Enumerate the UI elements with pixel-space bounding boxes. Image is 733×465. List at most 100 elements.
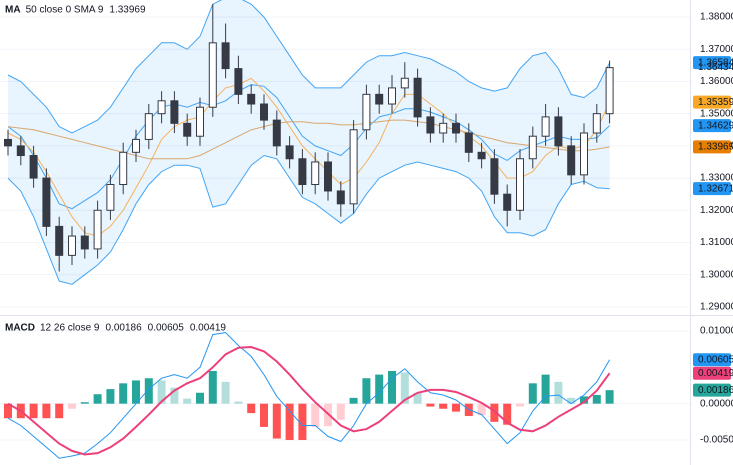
indicator-line [7,345,611,456]
y-tick-label: 1.37000 [700,44,733,55]
price-badge-label: 0.00419 [698,368,733,379]
indicator-line [7,77,611,237]
indicator-line [7,331,611,459]
price-badge-label: 1.36584 [698,57,733,68]
candle-body [196,106,204,137]
histogram-bar [298,403,307,441]
indicator-line [7,119,610,160]
y-tick-label: 1.33000 [700,173,733,184]
legend-value: 0.00605 [148,323,185,334]
candle-body [580,132,588,176]
candle-body [170,100,179,124]
histogram-bar [221,381,230,404]
price-badge [693,119,731,133]
candle-body [336,190,345,205]
price-badge [693,56,731,70]
price-badge [693,366,731,380]
price-badge-label: 1.32671 [698,183,733,194]
candle-body [426,116,435,134]
histogram-bar [528,383,537,404]
candle-body [503,193,512,211]
band-line [7,0,611,134]
indicator-line [7,84,610,210]
candle-body [516,158,524,211]
band-line [7,154,610,285]
histogram-bar [29,403,38,419]
histogram-bar [247,403,256,414]
histogram-bar [605,390,614,404]
candle-body [93,209,102,250]
candle-body [592,113,601,134]
histogram-bar [4,403,12,419]
histogram-bar [93,394,102,404]
candle-body [29,155,38,179]
candle-body [298,158,307,186]
y-tick-label: 1.38000 [700,12,733,23]
candle-body [285,145,294,160]
candle-body [119,151,128,186]
candle-body [132,138,140,153]
candle-body [477,151,486,160]
price-badge-label: 1.35359 [698,97,733,108]
histogram-bar [362,378,371,404]
histogram-bar [272,403,281,439]
histogram-bar [119,383,128,404]
candle-body [234,68,243,95]
histogram-bar [477,403,486,416]
candle-body [4,138,12,147]
legend-value: 0.00419 [190,323,227,334]
histogram-bar [400,372,409,404]
price-badge [693,140,731,154]
y-tick-label: 1.30000 [700,269,733,280]
price-badge-label: 1.36434 [698,62,733,73]
histogram-bar [42,403,51,419]
histogram-bar [208,370,217,404]
candle-body [311,161,320,186]
candle-body [16,145,25,157]
candle-body [157,100,166,115]
histogram-bar [592,394,601,404]
candle-body [375,93,384,105]
histogram-bar [285,403,294,441]
candle-body [247,93,256,105]
histogram-bar [567,397,576,404]
candle-body [554,116,563,147]
histogram-bar [311,403,320,427]
histogram-bar [516,403,524,407]
legend-title: MACD [5,323,35,334]
histogram-bar [68,403,76,409]
band-fill [8,0,610,285]
y-tick-label: 1.31000 [700,237,733,248]
histogram-bar [55,403,64,419]
candle-body [388,87,396,105]
candle-body [221,42,230,70]
candle-body [55,225,64,256]
price-badge-label: 0.00186 [698,385,733,396]
histogram-bar [426,403,435,407]
candle-body [605,67,614,115]
histogram-bar [80,402,89,404]
candle-body [413,77,422,118]
legend-value: 1.33969 [109,5,146,16]
y-tick-label: 0.01000 [700,326,733,337]
y-tick-label: 1.35000 [700,108,733,119]
histogram-bar [439,403,448,409]
histogram-bar [413,392,422,404]
price-badge-label: 0.00605 [698,354,733,365]
legend-title: MA [5,5,21,16]
candle-body [42,177,51,227]
candle-body [80,235,89,250]
histogram-bar [336,403,345,420]
histogram-bar [490,403,499,422]
histogram-bar [234,401,243,404]
candle-body [324,161,332,192]
histogram-bar [132,380,140,404]
y-tick-label: 1.32000 [700,205,733,216]
histogram-bar [196,392,204,404]
candle-body [68,235,76,256]
candle-body [349,129,358,205]
candle-body [452,122,460,134]
y-tick-label: 1.36000 [700,76,733,87]
